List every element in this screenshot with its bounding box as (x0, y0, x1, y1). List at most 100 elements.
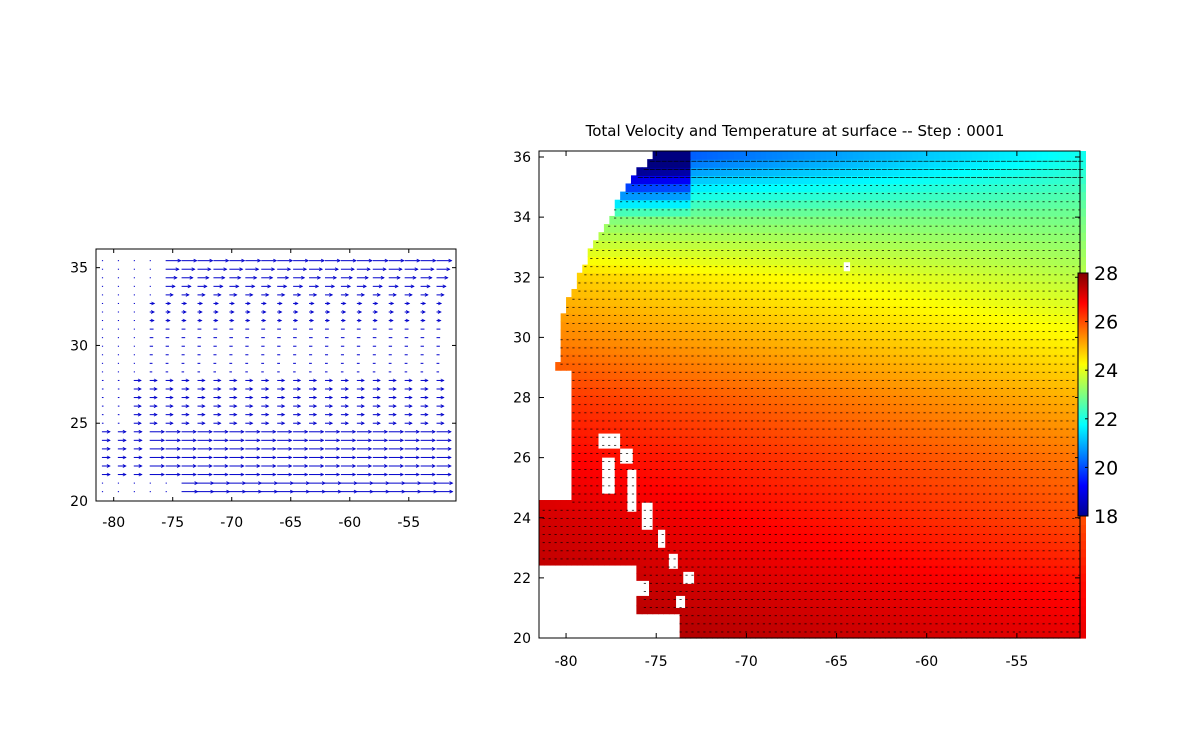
temperature-cell (647, 467, 654, 477)
temperature-cell (749, 556, 756, 566)
temperature-cell (1036, 435, 1043, 444)
temperature-cell (717, 321, 724, 331)
temperature-cell (831, 613, 838, 623)
temperature-cell (744, 297, 751, 306)
temperature-cell (998, 321, 1005, 331)
temperature-cell (960, 581, 967, 590)
temperature-cell (1042, 451, 1049, 461)
temperature-cell (668, 345, 675, 355)
temperature-cell (647, 483, 654, 493)
temperature-cell (836, 305, 843, 314)
temperature-cell (701, 418, 708, 428)
temperature-cell (879, 467, 886, 477)
temperature-cell (587, 556, 594, 566)
temperature-cell (630, 386, 637, 396)
temperature-cell (836, 410, 843, 420)
quiver-arrow (420, 429, 436, 434)
temperature-cell (847, 337, 854, 347)
temperature-cell (1069, 629, 1076, 639)
temperature-cell (939, 362, 946, 371)
temperature-cell (847, 621, 854, 631)
temperature-cell (625, 329, 632, 339)
temperature-cell (998, 467, 1005, 477)
temperature-cell (944, 305, 951, 314)
temperature-cell (777, 418, 784, 428)
temperature-cell (966, 548, 973, 558)
temperature-cell (944, 629, 951, 639)
temperature-cell (641, 272, 648, 282)
temperature-cell (798, 345, 805, 355)
temperature-cell (847, 556, 854, 566)
temperature-cell (836, 564, 843, 574)
temperature-cell (1025, 345, 1032, 355)
quiver-arrow (420, 318, 426, 323)
temperature-cell (890, 288, 897, 298)
temperature-cell (641, 491, 648, 501)
temperature-cell (1063, 500, 1070, 509)
temperature-cell (636, 483, 643, 493)
temperature-cell (777, 613, 784, 623)
temperature-cell (1069, 305, 1076, 314)
quiver-arrow (293, 258, 310, 263)
temperature-cell (1009, 272, 1016, 282)
temperature-cell (869, 410, 876, 420)
temperature-cell (695, 556, 702, 566)
temperature-cell (668, 500, 675, 509)
temperature-cell (836, 313, 843, 323)
temperature-cell (820, 524, 827, 534)
temperature-cell (733, 402, 740, 412)
quiver-arrow (213, 429, 229, 434)
temperature-cell (793, 556, 800, 566)
temperature-cell (971, 524, 978, 534)
temperature-cell (879, 345, 886, 355)
temperature-cell (1020, 540, 1027, 550)
temperature-cell (1009, 564, 1016, 574)
temperature-cell (879, 426, 886, 436)
temperature-cell (960, 337, 967, 347)
temperature-cell (560, 337, 567, 347)
temperature-cell (863, 475, 870, 485)
temperature-cell (944, 370, 951, 379)
temperature-cell (1009, 613, 1016, 623)
temperature-cell (717, 516, 724, 525)
quiver-arrow (309, 481, 326, 485)
temperature-cell (1063, 475, 1070, 485)
temperature-cell (874, 288, 881, 298)
temperature-cell (901, 305, 908, 314)
temperature-cell (593, 435, 600, 444)
temperature-cell (798, 540, 805, 550)
quiver-arrow (181, 378, 190, 383)
temperature-cell (1042, 629, 1049, 639)
temperature-cell (955, 516, 962, 525)
temperature-cell (917, 362, 924, 371)
temperature-cell (755, 386, 762, 396)
temperature-cell (787, 491, 794, 501)
quiver-arrow (277, 284, 288, 289)
temperature-cell (988, 402, 995, 412)
temperature-cell (636, 370, 643, 379)
temperature-cell (874, 467, 881, 477)
temperature-cell (620, 435, 627, 444)
temperature-cell (814, 597, 821, 607)
temperature-cell (977, 491, 984, 501)
temperature-cell (620, 516, 627, 525)
temperature-cell (933, 564, 940, 574)
temperature-cell (587, 467, 594, 477)
temperature-cell (847, 410, 854, 420)
temperature-cell (988, 362, 995, 371)
temperature-cell (712, 337, 719, 347)
temperature-cell (950, 556, 957, 566)
temperature-cell (982, 564, 989, 574)
temperature-cell (977, 597, 984, 607)
temperature-cell (890, 491, 897, 501)
temperature-cell (1031, 564, 1038, 574)
temperature-cell (582, 264, 589, 274)
temperature-cell (869, 621, 876, 631)
temperature-cell (663, 329, 670, 339)
temperature-cell (971, 573, 978, 582)
temperature-cell (863, 581, 870, 590)
quiver-arrow (309, 301, 315, 306)
temperature-cell (744, 329, 751, 339)
temperature-cell (906, 362, 913, 371)
temperature-cell (831, 581, 838, 590)
